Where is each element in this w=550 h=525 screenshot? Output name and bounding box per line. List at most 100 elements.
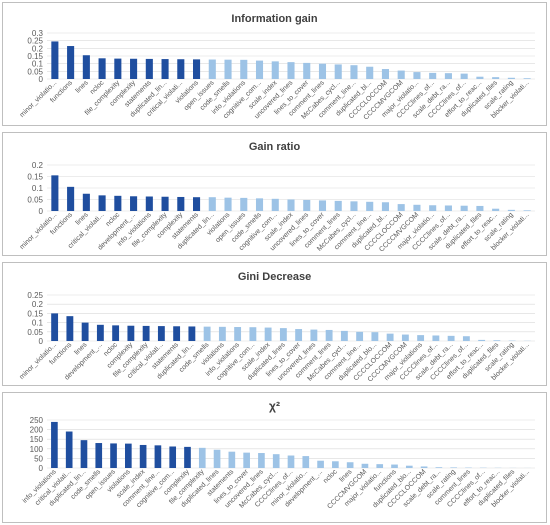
bar [249,327,257,341]
bar [435,467,443,468]
bar [334,200,342,211]
bar [325,329,333,341]
bar [234,327,242,341]
bar [255,60,264,79]
bar [169,446,177,468]
bar [492,77,500,79]
bar [350,65,358,79]
bar [258,453,265,468]
bar [112,325,120,341]
bar [67,186,75,211]
y-tick-label: 0 [39,75,44,84]
bar [65,431,73,468]
bar [81,322,89,341]
y-tick-label: 50 [34,454,43,463]
chart-title: Information gain [231,13,318,25]
bar [447,335,455,341]
bar [114,58,122,79]
bar [310,329,318,341]
bar [271,198,279,211]
bar [507,209,515,211]
bar [264,327,272,341]
bar [507,77,515,79]
bar [51,421,58,468]
y-tick-label: 0.2 [32,161,44,170]
bar [287,62,295,79]
bar [444,73,452,79]
bar [303,199,311,211]
bar [82,193,90,211]
bar [432,335,440,341]
bar [295,329,303,341]
y-tick-label: 0.2 [32,44,44,53]
bar [287,199,295,211]
bar [492,208,500,211]
bar [493,340,501,341]
chart-title: χ² [269,399,280,413]
bar [523,210,531,211]
bar [523,78,531,79]
bar [203,326,211,341]
bar [80,440,88,468]
bar [303,62,311,79]
chart-panel-gain-ratio: Gain ratio 0 0.05 0.1 0.15 0.2 minor_violatio… [2,132,547,256]
bar [127,325,135,341]
bar [376,464,384,468]
bar [350,201,358,211]
bar [96,324,104,341]
bar [51,41,59,79]
bar [476,76,484,79]
y-tick-label: 0.05 [27,67,43,76]
bar [429,72,437,79]
chart-svg: 00.050.10.150.20.25minor_violatio...func… [18,291,535,384]
bar [188,326,196,341]
bar [193,59,201,79]
bar [154,445,162,468]
bar [450,467,457,468]
bar [240,197,248,211]
bar [224,59,232,79]
y-tick-label: 0.15 [27,309,43,318]
bar [142,325,150,341]
bar [193,197,201,211]
chart-panel-chi-square: χ² 0 50 100 150 200 250 info_violations critica… [2,392,547,523]
bar [413,204,421,211]
x-tick-label: ncloc [322,468,339,485]
chart-title: Gain ratio [248,141,301,153]
bar [130,58,138,79]
bar [82,55,90,79]
bar [243,452,250,468]
y-tick-label: 0.05 [27,196,43,205]
bar [114,195,122,211]
bar [317,460,324,468]
bar [302,456,310,468]
bar [240,59,248,79]
bar [346,462,354,468]
bar [208,197,216,211]
y-tick-label: 0.15 [27,173,43,182]
bar [184,446,191,468]
bar [198,447,206,468]
y-tick-label: 0 [39,207,44,216]
bar [271,61,279,79]
y-tick-label: 250 [30,416,44,425]
bar [130,196,138,211]
bar [334,64,342,79]
bar [391,464,398,468]
y-tick-label: 0.2 [32,300,44,309]
chart-svg: 050100150200250info_violationscritical_v… [21,416,535,511]
bar [417,335,425,341]
bar [98,195,106,211]
chart-title: Gini Decrease [237,271,312,283]
bar [287,455,295,468]
bar [401,334,409,341]
chart-panel-gini-decrease: Gini Decrease 0 0.05 0.1 0.15 0.2 0.25 minor_v… [2,262,547,386]
bar [139,444,147,468]
bar [386,333,394,341]
bar [272,454,280,468]
bar [110,443,117,468]
x-tick-label: lines [75,79,90,94]
y-tick-label: 0.05 [27,328,43,337]
y-tick-label: 0.15 [27,52,43,61]
bar [381,202,389,211]
